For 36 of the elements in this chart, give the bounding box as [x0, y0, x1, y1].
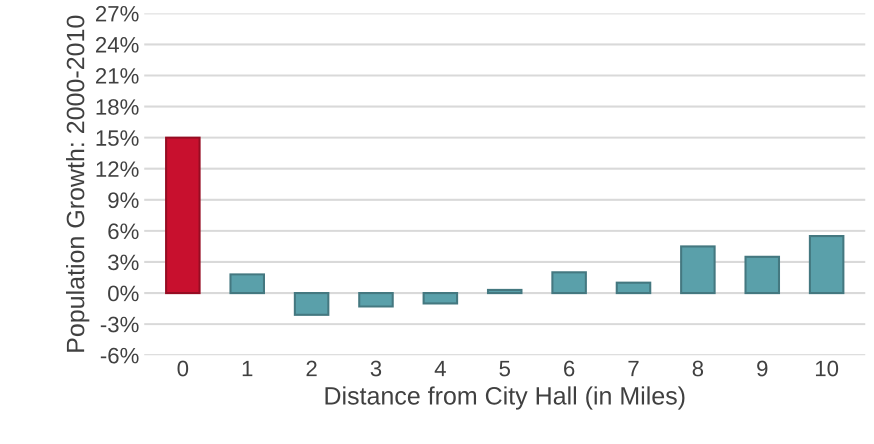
x-tick-label: 3: [370, 360, 382, 376]
x-tick-label: 7: [628, 360, 639, 376]
y-tick-label: 24%: [96, 36, 139, 53]
bar: [808, 235, 844, 294]
bar: [229, 273, 265, 294]
y-axis-title: Population Growth: 2000-2010: [66, 16, 90, 352]
bar: [680, 245, 716, 294]
bar: [422, 292, 458, 304]
y-tick-label: 15%: [96, 130, 139, 146]
bar: [165, 136, 201, 294]
x-tick-label: 4: [434, 360, 446, 376]
y-tick-label: -3%: [100, 316, 139, 332]
y-tick-label: 6%: [108, 223, 139, 240]
y-tick-label: 21%: [96, 68, 139, 84]
bar: [616, 282, 652, 294]
x-tick-label: 5: [499, 360, 510, 376]
y-tick-label: 0%: [108, 286, 139, 302]
x-tick-label: 0: [178, 360, 188, 376]
bar: [294, 292, 330, 316]
y-tick-label: 12%: [96, 161, 139, 177]
x-tick-label: 6: [564, 360, 574, 376]
x-tick-label: 10: [816, 360, 838, 376]
y-tick-label: 27%: [96, 6, 139, 22]
y-tick-label: -6%: [100, 348, 139, 364]
x-tick-label: 8: [692, 360, 704, 376]
bar: [744, 256, 780, 294]
y-tick-label: 18%: [96, 99, 139, 115]
bar: [358, 292, 394, 308]
x-tick-label: 2: [306, 360, 317, 376]
y-tick-label: 9%: [108, 192, 139, 208]
bar: [486, 288, 523, 294]
x-axis-title: Distance from City Hall (in Miles): [326, 386, 684, 410]
x-tick-label: 1: [242, 360, 252, 376]
y-tick-label: 3%: [108, 254, 139, 270]
bar: [551, 271, 587, 294]
x-tick-label: 9: [757, 360, 768, 376]
